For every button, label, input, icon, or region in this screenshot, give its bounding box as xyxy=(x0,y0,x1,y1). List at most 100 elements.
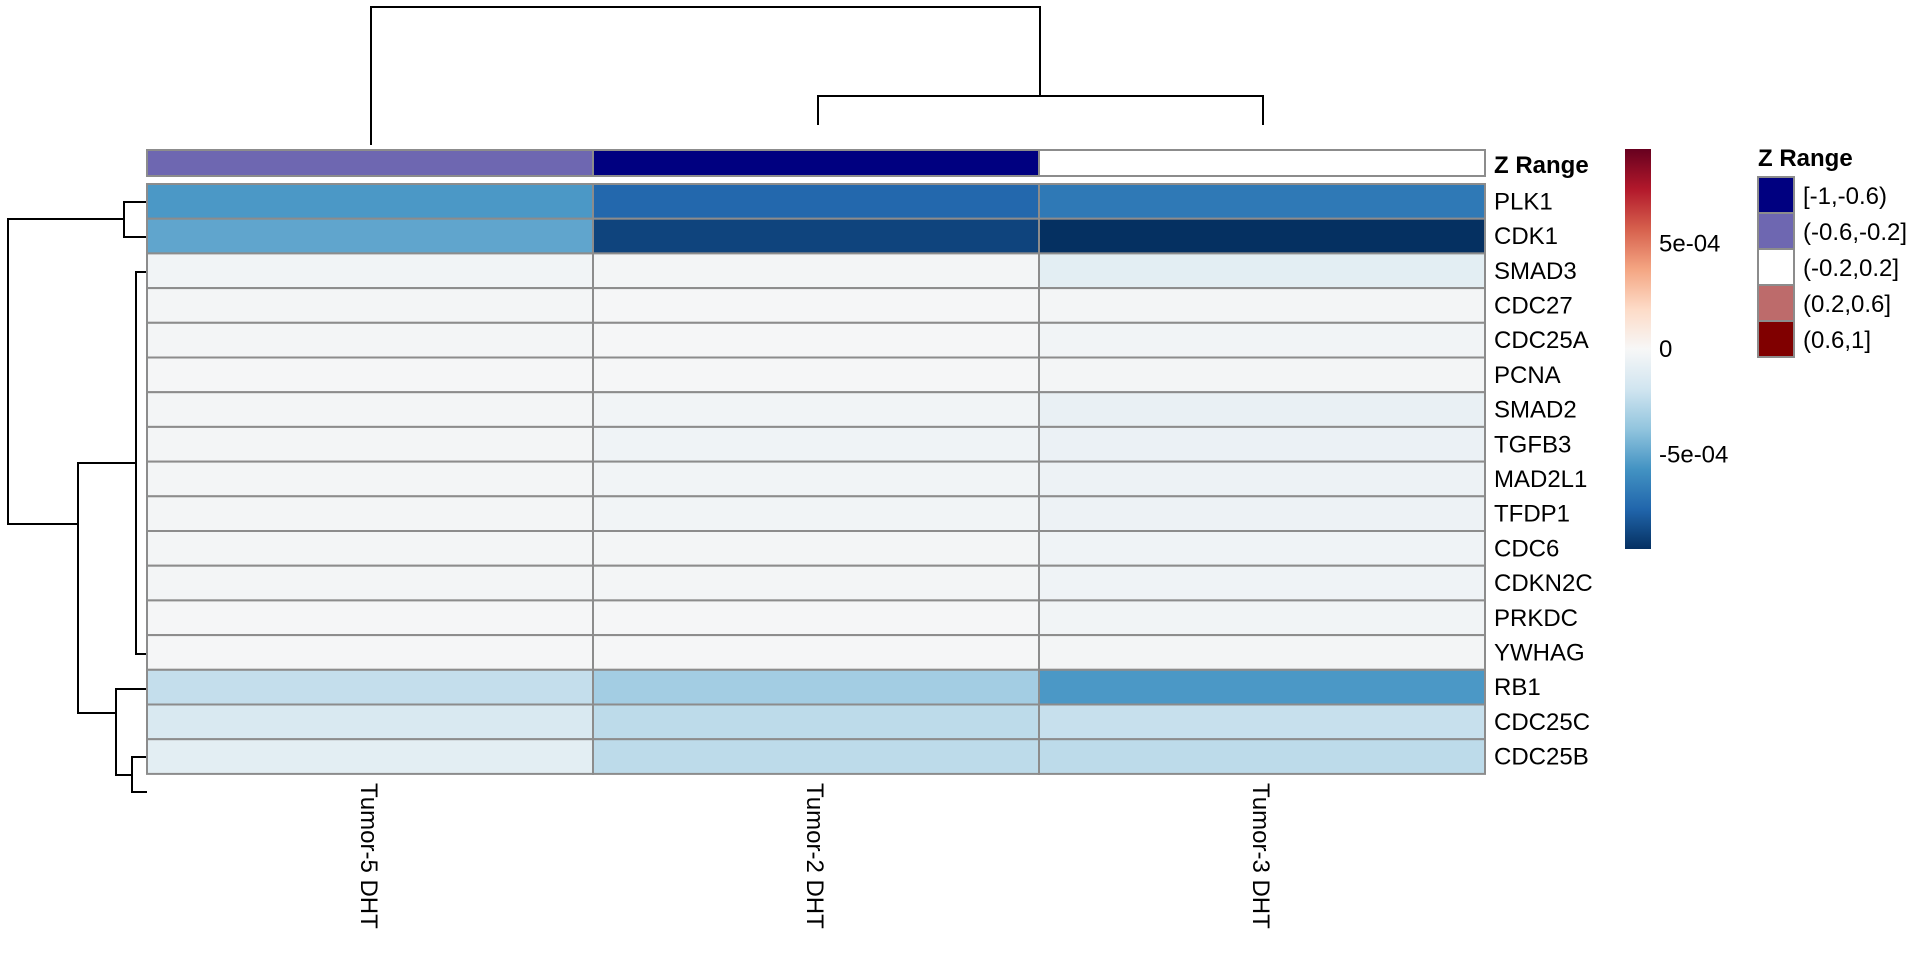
heatmap-cell xyxy=(1038,425,1486,463)
legend-swatch xyxy=(1757,248,1795,286)
row-label: YWHAG xyxy=(1494,639,1585,666)
heatmap-cell xyxy=(1038,668,1486,706)
legend-label: (0.2,0.6] xyxy=(1803,291,1891,318)
heatmap-cell xyxy=(592,634,1040,671)
heatmap-cell xyxy=(146,634,594,671)
heatmap-cell xyxy=(592,356,1040,394)
heatmap-cell xyxy=(146,599,594,637)
row-label: CDC6 xyxy=(1494,535,1559,562)
annotation-cell xyxy=(146,149,594,177)
column-label: Tumor-2 DHT xyxy=(801,783,828,929)
column-annotation-bar xyxy=(146,149,1486,177)
legend-title: Z Range xyxy=(1758,145,1853,172)
heatmap-cell xyxy=(592,217,1040,255)
heatmap-cells xyxy=(146,183,1486,775)
row-label: CDC27 xyxy=(1494,292,1573,319)
colorbar-tick-label: 5e-04 xyxy=(1659,231,1720,258)
heatmap-cell xyxy=(146,183,594,220)
heatmap-cell xyxy=(1038,634,1486,671)
heatmap-cell xyxy=(1038,252,1486,290)
heatmap-cell xyxy=(146,287,594,324)
heatmap-cell xyxy=(146,391,594,428)
row-dendrogram-link xyxy=(7,201,147,793)
heatmap-cell xyxy=(592,703,1040,741)
annotation-bar-title: Z Range xyxy=(1494,152,1589,179)
heatmap-cell xyxy=(146,738,594,775)
colorbar-gradient xyxy=(1625,149,1651,549)
row-label: PLK1 xyxy=(1494,188,1553,215)
row-label: SMAD2 xyxy=(1494,397,1577,424)
row-label: TGFB3 xyxy=(1494,431,1571,458)
heatmap-cell xyxy=(146,703,594,741)
heatmap-cell xyxy=(1038,738,1486,775)
column-label: Tumor-5 DHT xyxy=(355,783,382,929)
zrange-legend: Z Range [-1,-0.6) (-0.6,-0.2] (-0.2,0.2] (0… xyxy=(1757,145,1907,358)
row-label: MAD2L1 xyxy=(1494,466,1587,493)
heatmap-cell xyxy=(146,252,594,290)
col-dendrogram-link xyxy=(370,6,1264,145)
heatmap-cell xyxy=(592,425,1040,463)
heatmap-cell xyxy=(1038,564,1486,602)
legend-swatch xyxy=(1757,284,1795,322)
heatmap-cell xyxy=(592,391,1040,428)
heatmap-cell xyxy=(1038,321,1486,359)
annotation-cell xyxy=(592,149,1040,177)
colorbar-tick-label: -5e-04 xyxy=(1659,441,1728,468)
row-dendrogram xyxy=(7,201,147,793)
colorbar-tick-label: 0 xyxy=(1659,336,1672,363)
heatmap-cell xyxy=(146,564,594,602)
heatmap-cell xyxy=(592,530,1040,567)
row-label: PCNA xyxy=(1494,362,1561,389)
row-labels: PLK1 CDK1 SMAD3 CDC27 CDC25A PCNA SMAD2 TGFB3 MA… xyxy=(1494,188,1593,770)
heatmap-cell xyxy=(146,668,594,706)
annotation-cell xyxy=(1038,149,1486,177)
heatmap-cell xyxy=(592,321,1040,359)
row-label: TFDP1 xyxy=(1494,501,1570,528)
heatmap-cell xyxy=(1038,356,1486,394)
heatmap-cell xyxy=(146,425,594,463)
heatmap-cell xyxy=(146,530,594,567)
heatmap-cell xyxy=(146,217,594,255)
column-dendrogram xyxy=(370,6,1264,145)
row-label: RB1 xyxy=(1494,674,1541,701)
row-label: SMAD3 xyxy=(1494,258,1577,285)
heatmap-cell xyxy=(1038,530,1486,567)
heatmap-cell xyxy=(146,460,594,498)
heatmap-cell xyxy=(592,460,1040,498)
colorbar: 5e-04 0 -5e-04 xyxy=(1625,149,1728,549)
heatmap-cell xyxy=(592,668,1040,706)
row-label: CDC25A xyxy=(1494,327,1589,354)
column-label: Tumor-3 DHT xyxy=(1247,783,1274,929)
heatmap-cell xyxy=(592,495,1040,532)
legend-swatch xyxy=(1757,212,1795,250)
column-labels: Tumor-5 DHT Tumor-2 DHT Tumor-3 DHT xyxy=(355,783,1274,929)
heatmap-cell xyxy=(1038,495,1486,532)
legend-label: (-0.2,0.2] xyxy=(1803,255,1899,282)
heatmap-cell xyxy=(1038,287,1486,324)
heatmap-cell xyxy=(146,356,594,394)
heatmap-cell xyxy=(1038,703,1486,741)
heatmap-cell xyxy=(1038,391,1486,428)
row-label: CDK1 xyxy=(1494,223,1558,250)
heatmap-cell xyxy=(1038,460,1486,498)
heatmap-cell xyxy=(592,564,1040,602)
legend-swatch xyxy=(1757,176,1795,214)
heatmap-cell xyxy=(592,183,1040,220)
heatmap-cell xyxy=(1038,599,1486,637)
legend-label: [-1,-0.6) xyxy=(1803,183,1887,210)
heatmap-cell xyxy=(1038,217,1486,255)
row-label: PRKDC xyxy=(1494,605,1578,632)
legend-label: (0.6,1] xyxy=(1803,327,1871,354)
heatmap-cell xyxy=(146,495,594,532)
heatmap-cell xyxy=(592,599,1040,637)
heatmap-cell xyxy=(592,287,1040,324)
row-label: CDKN2C xyxy=(1494,570,1593,597)
heatmap-cell xyxy=(1038,183,1486,220)
legend-label: (-0.6,-0.2] xyxy=(1803,219,1907,246)
heatmap-cell xyxy=(592,252,1040,290)
row-label: CDC25C xyxy=(1494,709,1590,736)
heatmap-cell xyxy=(592,738,1040,775)
legend-swatch xyxy=(1757,320,1795,358)
row-label: CDC25B xyxy=(1494,744,1589,771)
